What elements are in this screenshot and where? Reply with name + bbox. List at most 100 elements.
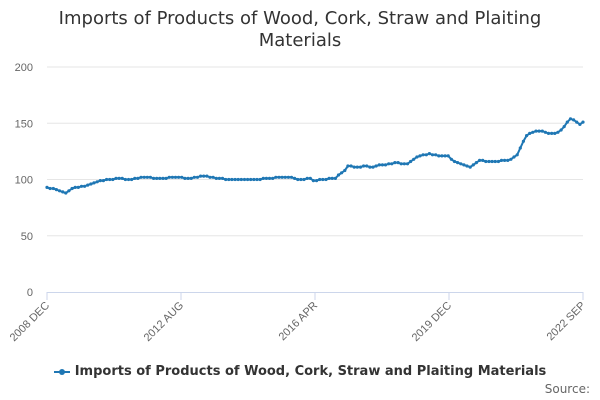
data-point[interactable]: [318, 177, 322, 182]
data-point[interactable]: [546, 131, 551, 135]
data-point[interactable]: [199, 174, 203, 178]
data-point[interactable]: [227, 177, 231, 182]
data-point[interactable]: [73, 185, 77, 189]
data-point[interactable]: [424, 153, 428, 157]
data-point[interactable]: [415, 155, 419, 159]
data-point[interactable]: [296, 177, 300, 182]
data-point[interactable]: [474, 161, 478, 165]
data-point[interactable]: [572, 118, 576, 122]
data-point[interactable]: [540, 129, 544, 133]
data-point[interactable]: [252, 177, 256, 182]
data-point[interactable]: [499, 158, 504, 162]
data-point[interactable]: [315, 179, 319, 183]
data-point[interactable]: [164, 176, 168, 180]
data-point[interactable]: [443, 154, 447, 158]
data-point[interactable]: [111, 177, 115, 182]
data-point[interactable]: [302, 177, 306, 182]
data-point[interactable]: [208, 175, 212, 179]
data-point[interactable]: [120, 176, 124, 180]
data-point[interactable]: [362, 164, 366, 168]
data-point[interactable]: [371, 165, 375, 169]
data-point[interactable]: [224, 177, 228, 182]
data-point[interactable]: [343, 168, 347, 173]
data-point[interactable]: [528, 131, 532, 135]
data-point[interactable]: [565, 120, 569, 124]
data-point[interactable]: [434, 153, 438, 157]
data-point[interactable]: [67, 189, 71, 193]
data-point[interactable]: [327, 176, 331, 180]
data-point[interactable]: [45, 185, 49, 189]
data-point[interactable]: [202, 174, 206, 178]
data-point[interactable]: [346, 164, 350, 168]
data-point[interactable]: [211, 175, 215, 179]
data-point[interactable]: [515, 153, 519, 157]
data-point[interactable]: [264, 176, 268, 180]
data-point[interactable]: [349, 164, 353, 168]
data-point[interactable]: [402, 162, 406, 166]
data-point[interactable]: [289, 175, 294, 179]
data-point[interactable]: [383, 163, 388, 167]
data-point[interactable]: [581, 120, 585, 124]
data-point[interactable]: [79, 184, 84, 188]
data-point[interactable]: [220, 176, 225, 180]
data-point[interactable]: [101, 179, 105, 183]
data-point[interactable]: [123, 177, 127, 182]
data-point[interactable]: [330, 176, 334, 180]
data-point[interactable]: [387, 162, 391, 166]
data-point[interactable]: [509, 157, 513, 161]
data-point[interactable]: [324, 177, 328, 182]
data-point[interactable]: [293, 176, 297, 180]
data-point[interactable]: [550, 131, 554, 135]
data-point[interactable]: [449, 157, 453, 161]
data-point[interactable]: [108, 177, 112, 182]
data-point[interactable]: [283, 175, 287, 179]
data-point[interactable]: [61, 190, 65, 194]
data-point[interactable]: [152, 176, 156, 180]
data-point[interactable]: [98, 179, 102, 183]
data-point[interactable]: [64, 191, 68, 195]
data-point[interactable]: [255, 177, 259, 182]
data-point[interactable]: [142, 175, 146, 179]
data-point[interactable]: [236, 177, 240, 182]
data-point[interactable]: [521, 139, 526, 143]
data-point[interactable]: [239, 177, 243, 182]
data-point[interactable]: [117, 176, 121, 180]
data-point[interactable]: [333, 176, 337, 180]
data-point[interactable]: [390, 162, 394, 166]
data-point[interactable]: [189, 176, 193, 180]
data-point[interactable]: [481, 158, 485, 162]
data-point[interactable]: [136, 176, 140, 180]
data-point[interactable]: [478, 158, 482, 162]
legend-item[interactable]: Imports of Products of Wood, Cork, Straw…: [53, 364, 546, 379]
data-point[interactable]: [506, 158, 510, 162]
data-point[interactable]: [496, 159, 500, 164]
data-point[interactable]: [409, 159, 413, 164]
data-point[interactable]: [377, 163, 381, 167]
data-point[interactable]: [352, 165, 356, 169]
data-point[interactable]: [537, 129, 541, 133]
data-point[interactable]: [277, 175, 281, 179]
data-point[interactable]: [484, 159, 488, 164]
data-point[interactable]: [358, 165, 363, 169]
data-point[interactable]: [205, 174, 209, 178]
data-point[interactable]: [396, 161, 400, 165]
data-point[interactable]: [490, 159, 494, 164]
data-point[interactable]: [468, 165, 472, 169]
data-point[interactable]: [148, 175, 152, 179]
data-point[interactable]: [167, 175, 171, 179]
data-point[interactable]: [233, 177, 237, 182]
data-point[interactable]: [412, 157, 416, 161]
data-point[interactable]: [242, 177, 247, 182]
data-point[interactable]: [267, 176, 272, 180]
data-point[interactable]: [503, 158, 507, 162]
data-point[interactable]: [512, 155, 516, 159]
data-point[interactable]: [553, 131, 557, 135]
data-point[interactable]: [170, 175, 174, 179]
data-point[interactable]: [465, 164, 469, 168]
data-point[interactable]: [305, 176, 309, 180]
data-point[interactable]: [562, 125, 566, 129]
data-point[interactable]: [158, 176, 162, 180]
data-point[interactable]: [145, 175, 149, 179]
data-point[interactable]: [336, 173, 341, 177]
data-point[interactable]: [427, 152, 431, 156]
